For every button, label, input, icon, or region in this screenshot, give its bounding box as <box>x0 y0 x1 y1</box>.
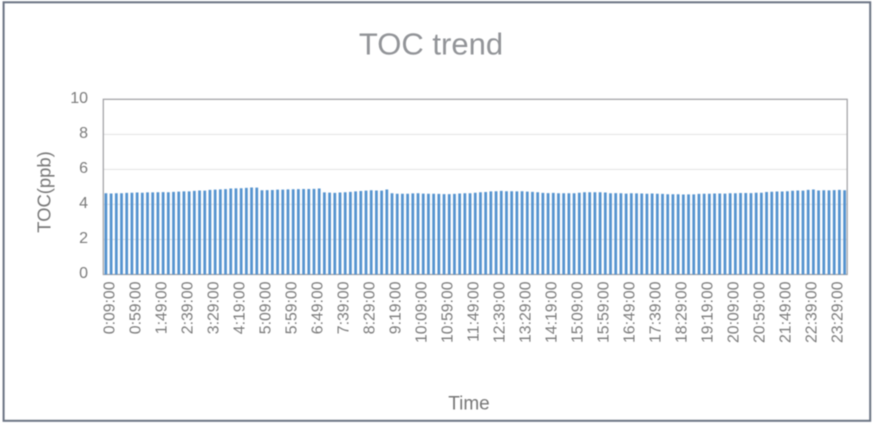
svg-text:10: 10 <box>70 90 88 107</box>
svg-text:20:09:00: 20:09:00 <box>726 281 743 343</box>
svg-text:9:19:00: 9:19:00 <box>387 281 404 334</box>
svg-text:2: 2 <box>79 230 88 247</box>
svg-text:16:49:00: 16:49:00 <box>622 281 639 343</box>
svg-text:4: 4 <box>79 195 88 212</box>
svg-text:21:49:00: 21:49:00 <box>778 281 795 343</box>
svg-text:7:39:00: 7:39:00 <box>335 281 352 334</box>
svg-text:0: 0 <box>79 265 88 282</box>
svg-text:20:59:00: 20:59:00 <box>752 281 769 343</box>
svg-text:8:29:00: 8:29:00 <box>361 281 378 334</box>
svg-text:5:59:00: 5:59:00 <box>283 281 300 334</box>
svg-text:5:09:00: 5:09:00 <box>257 281 274 334</box>
svg-text:6: 6 <box>79 160 88 177</box>
svg-text:4:19:00: 4:19:00 <box>231 281 248 334</box>
svg-text:2:39:00: 2:39:00 <box>179 281 196 334</box>
svg-text:15:09:00: 15:09:00 <box>569 281 586 343</box>
svg-text:0:59:00: 0:59:00 <box>127 281 144 334</box>
svg-text:6:49:00: 6:49:00 <box>309 281 326 334</box>
svg-text:15:59:00: 15:59:00 <box>596 281 613 343</box>
svg-text:1:49:00: 1:49:00 <box>153 281 170 334</box>
svg-text:0:09:00: 0:09:00 <box>101 281 118 334</box>
svg-text:Time: Time <box>448 394 490 415</box>
svg-text:TOC trend: TOC trend <box>359 27 503 62</box>
svg-text:13:29:00: 13:29:00 <box>517 281 534 343</box>
svg-text:3:29:00: 3:29:00 <box>205 281 222 334</box>
svg-text:TOC(ppb): TOC(ppb) <box>34 151 55 232</box>
svg-text:12:39:00: 12:39:00 <box>491 281 508 343</box>
svg-text:10:59:00: 10:59:00 <box>439 281 456 343</box>
svg-text:14:19:00: 14:19:00 <box>543 281 560 343</box>
svg-text:8: 8 <box>79 125 88 142</box>
svg-text:19:19:00: 19:19:00 <box>700 281 717 343</box>
svg-text:10:09:00: 10:09:00 <box>413 281 430 343</box>
svg-text:18:29:00: 18:29:00 <box>674 281 691 343</box>
svg-text:11:49:00: 11:49:00 <box>465 281 482 342</box>
svg-text:23:29:00: 23:29:00 <box>830 281 847 343</box>
svg-text:22:39:00: 22:39:00 <box>804 281 821 343</box>
svg-text:17:39:00: 17:39:00 <box>648 281 665 343</box>
